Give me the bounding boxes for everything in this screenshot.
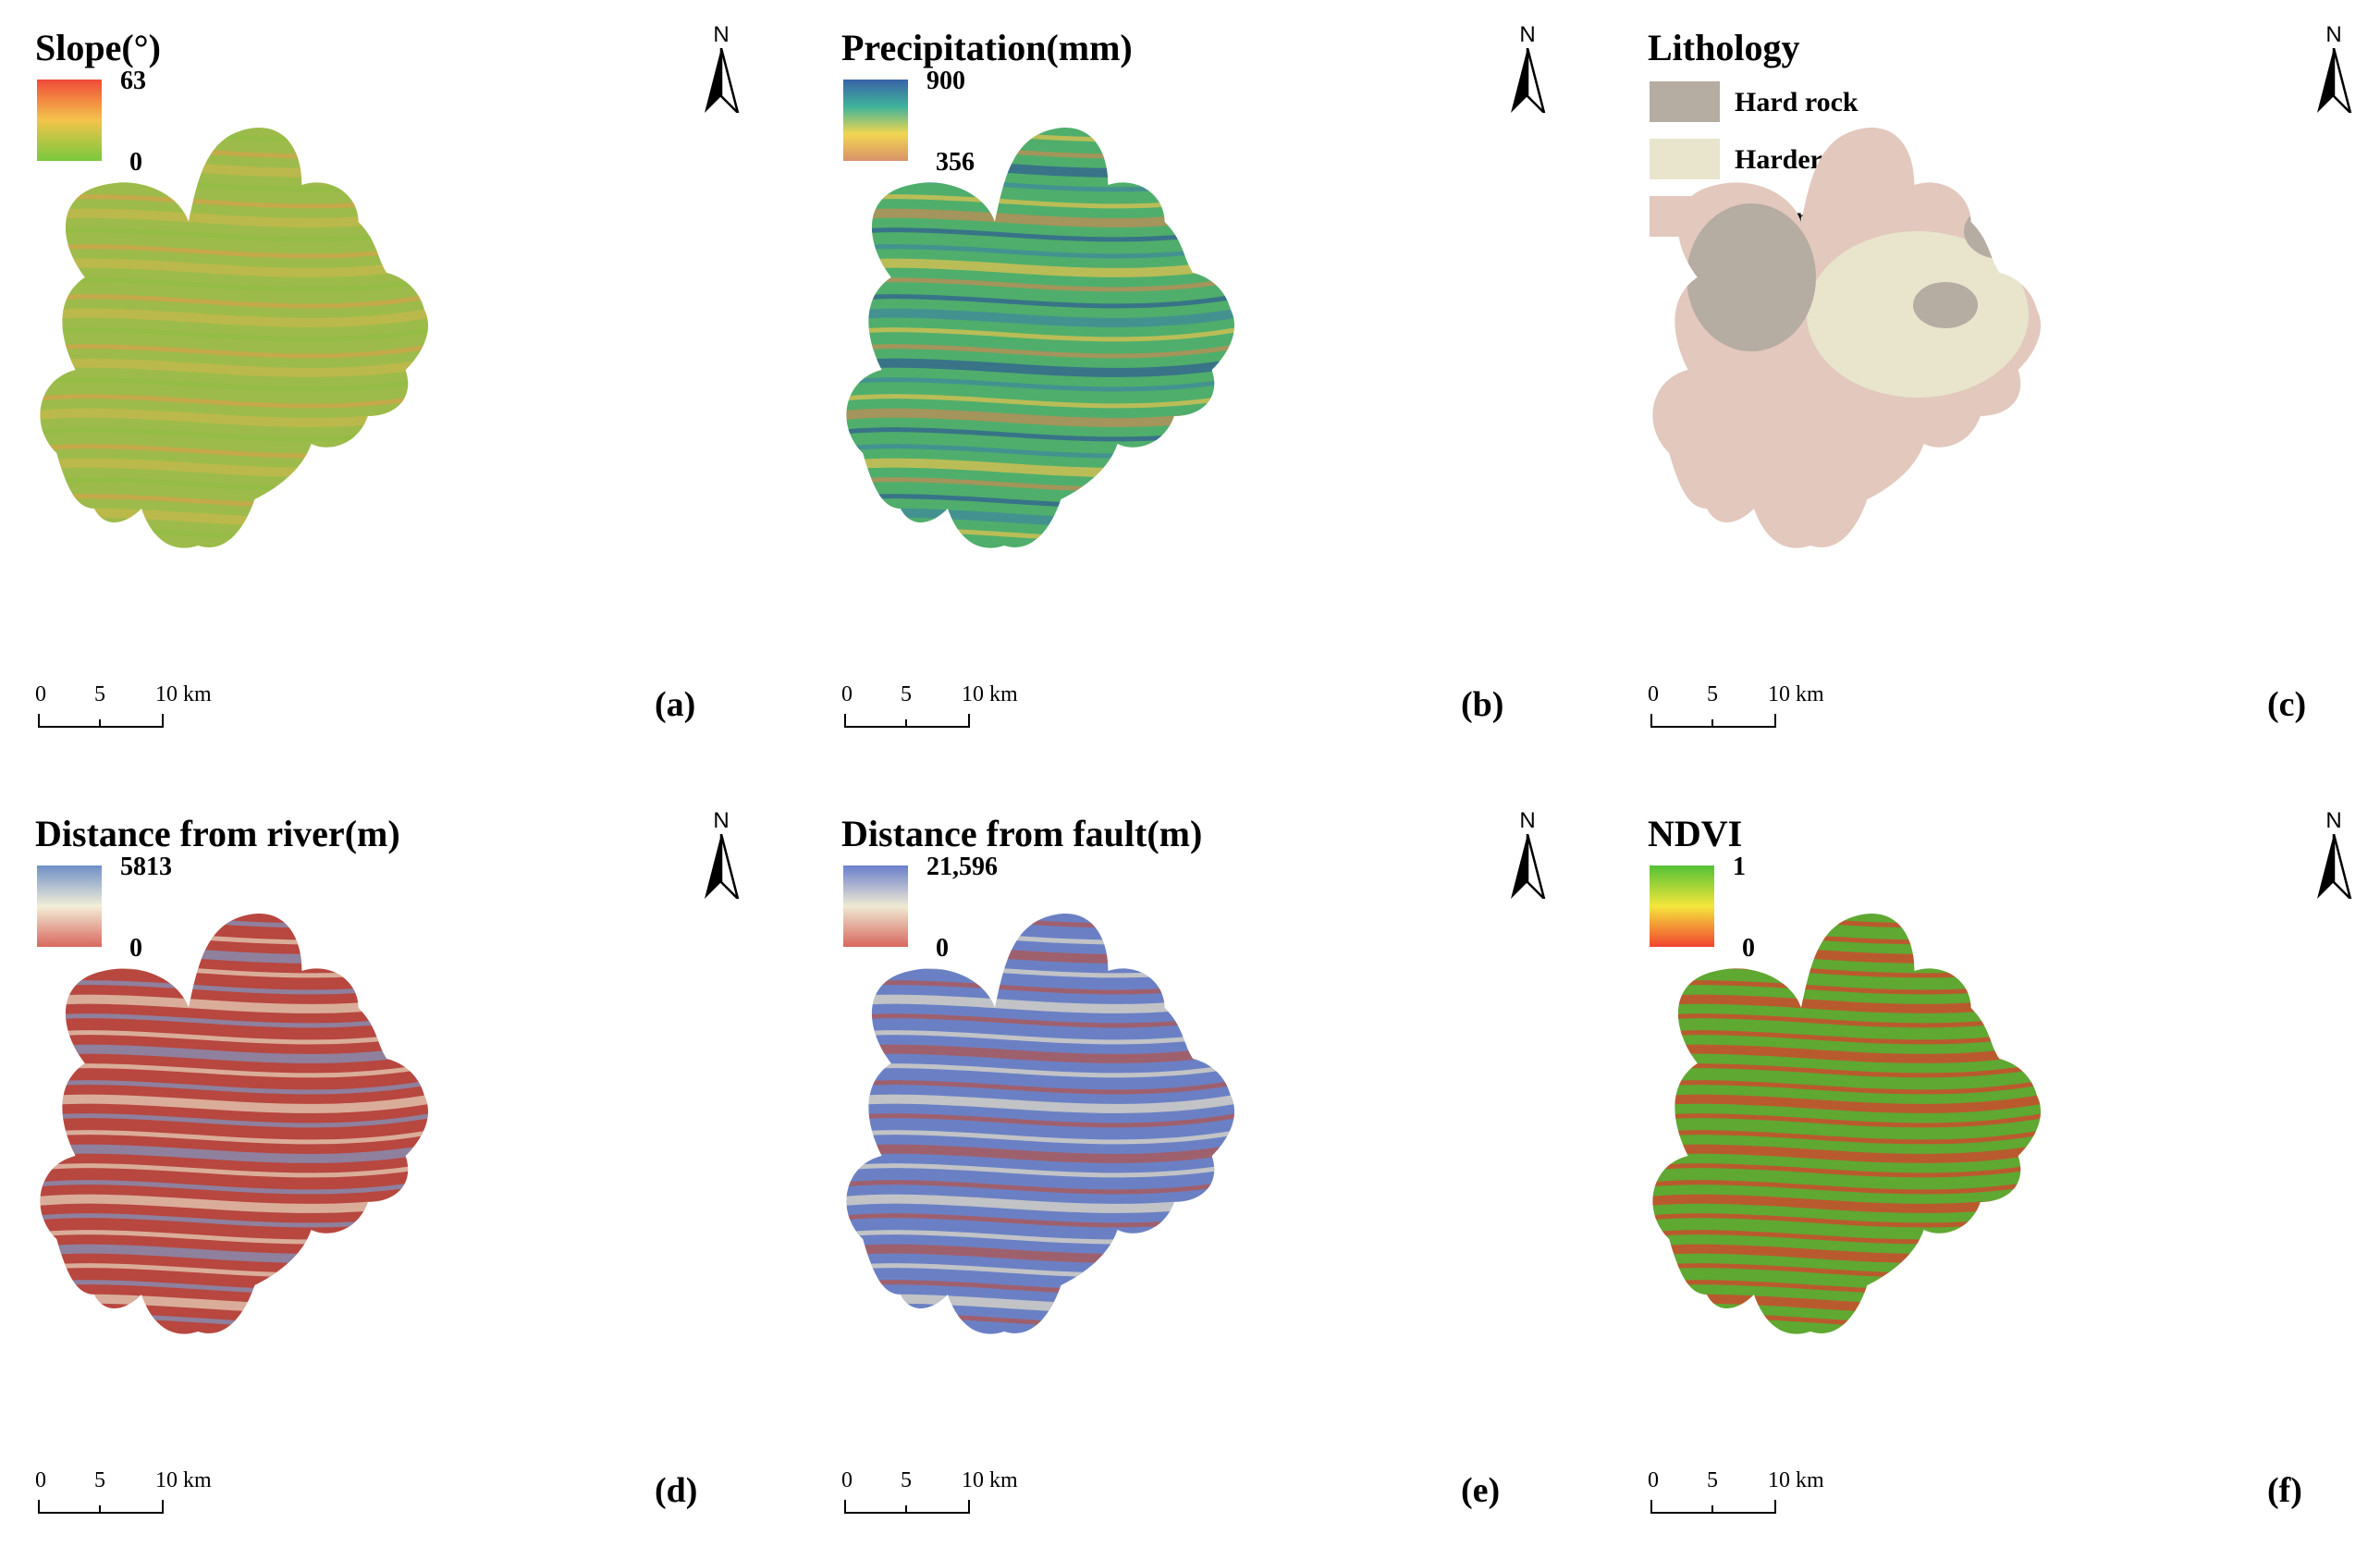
legend-swatch bbox=[1650, 139, 1720, 179]
legend-gradient bbox=[37, 865, 102, 947]
legend-min-value: 0 bbox=[129, 148, 142, 177]
north-label: N bbox=[2325, 22, 2342, 47]
panel-title: Lithology bbox=[1648, 27, 1800, 68]
panel-title: Distance from river(m) bbox=[35, 813, 400, 854]
legend-max-value: 1 bbox=[1733, 853, 1746, 881]
distance-river-map bbox=[40, 914, 429, 1334]
legend-min-value: 0 bbox=[1742, 934, 1755, 963]
ndvi-map bbox=[1652, 914, 2042, 1334]
scale-tick-label: 0 bbox=[35, 682, 46, 706]
scale-tick-label: 0 bbox=[35, 1468, 46, 1492]
scale-tick-label: 10 km bbox=[155, 682, 212, 706]
panel-label: (e) bbox=[1461, 1471, 1501, 1510]
north-label: N bbox=[1519, 808, 1536, 833]
scale-tick-label: 0 bbox=[1648, 682, 1659, 706]
panel-slope: Slope(°) 63 0 N 0 5 10 km (a) bbox=[0, 0, 793, 773]
panel-title: Precipitation(mm) bbox=[841, 27, 1133, 68]
north-label: N bbox=[2325, 808, 2342, 833]
scale-tick-label: 10 km bbox=[962, 1468, 1018, 1492]
north-label: N bbox=[1519, 22, 1536, 47]
legend-max-value: 63 bbox=[120, 67, 146, 95]
scale-tick-label: 5 bbox=[901, 682, 912, 706]
scale-tick-label: 0 bbox=[841, 682, 853, 706]
panel-title: NDVI bbox=[1648, 813, 1743, 854]
panel-label: (d) bbox=[655, 1471, 698, 1510]
precipitation-map bbox=[846, 128, 1235, 548]
scale-bar: 0 5 10 km bbox=[1648, 1468, 1834, 1524]
north-arrow-icon: N bbox=[2313, 808, 2354, 901]
scale-bar: 0 5 10 km bbox=[841, 1468, 1028, 1524]
scale-tick-label: 0 bbox=[1648, 1468, 1659, 1492]
legend-gradient bbox=[843, 865, 908, 947]
north-label: N bbox=[713, 808, 730, 833]
legend-max-value: 21,596 bbox=[926, 853, 998, 881]
panel-precipitation: Precipitation(mm) 900 356 N 0 5 10 km (b… bbox=[806, 0, 1600, 773]
legend-gradient bbox=[1650, 865, 1714, 947]
legend-max-value: 5813 bbox=[120, 853, 172, 881]
scale-tick-label: 5 bbox=[94, 1468, 105, 1492]
north-arrow-icon: N bbox=[2313, 22, 2354, 115]
panel-label: (b) bbox=[1461, 685, 1504, 724]
legend-swatch bbox=[1650, 81, 1720, 122]
panel-label: (f) bbox=[2267, 1471, 2302, 1510]
legend-max-value: 900 bbox=[926, 67, 965, 95]
scale-tick-label: 10 km bbox=[1768, 1468, 1824, 1492]
north-arrow-icon: N bbox=[701, 808, 742, 901]
panel-label: (c) bbox=[2267, 685, 2307, 724]
scale-tick-label: 5 bbox=[901, 1468, 912, 1492]
scale-tick-label: 0 bbox=[841, 1468, 853, 1492]
panel-title: Distance from fault(m) bbox=[841, 813, 1203, 854]
scale-tick-label: 10 km bbox=[155, 1468, 212, 1492]
scale-bar: 0 5 10 km bbox=[841, 682, 1028, 738]
panel-distance-river: Distance from river(m) 5813 0 N 0 5 10 k… bbox=[0, 786, 793, 1559]
slope-map bbox=[40, 128, 429, 548]
scale-tick-label: 10 km bbox=[1768, 682, 1824, 706]
scale-bar: 0 5 10 km bbox=[35, 682, 222, 738]
legend-gradient bbox=[37, 80, 102, 161]
panel-label: (a) bbox=[655, 685, 696, 724]
scale-tick-label: 10 km bbox=[962, 682, 1018, 706]
north-arrow-icon: N bbox=[1507, 808, 1548, 901]
north-arrow-icon: N bbox=[1507, 22, 1548, 115]
panel-ndvi: NDVI 1 0 N 0 5 10 km (f) bbox=[1613, 786, 2380, 1559]
scale-tick-label: 5 bbox=[1707, 682, 1718, 706]
legend-min-value: 356 bbox=[936, 148, 975, 177]
distance-fault-map bbox=[846, 914, 1235, 1334]
panel-distance-fault: Distance from fault(m) 21,596 0 N 0 5 10… bbox=[806, 786, 1600, 1559]
legend-gradient bbox=[843, 80, 908, 161]
scale-bar: 0 5 10 km bbox=[1648, 682, 1834, 738]
scale-tick-label: 5 bbox=[94, 682, 105, 706]
panel-title: Slope(°) bbox=[35, 27, 161, 68]
north-label: N bbox=[713, 22, 730, 47]
panel-lithology: Lithology Hard rock Harder rock Softer r… bbox=[1613, 0, 2380, 773]
north-arrow-icon: N bbox=[701, 22, 742, 115]
scale-tick-label: 5 bbox=[1707, 1468, 1718, 1492]
legend-min-value: 0 bbox=[129, 934, 142, 963]
lithology-map bbox=[1652, 128, 2042, 548]
legend-label: Hard rock bbox=[1735, 87, 1859, 117]
legend-min-value: 0 bbox=[936, 934, 949, 963]
scale-bar: 0 5 10 km bbox=[35, 1468, 222, 1524]
